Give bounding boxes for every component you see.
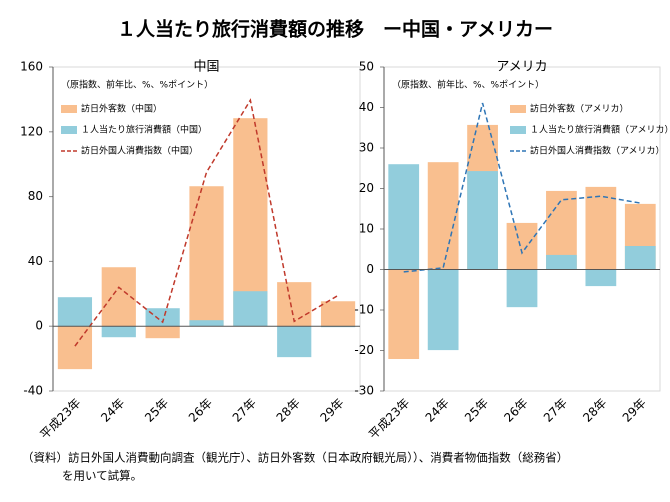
bar [101, 326, 136, 338]
x-tick-label: 27年 [541, 396, 570, 425]
y-tick-label: -10 [354, 303, 374, 317]
x-tick-label: 25年 [462, 396, 491, 425]
bar [585, 186, 617, 270]
bar [506, 222, 538, 270]
y-tick-label: 160 [20, 60, 43, 74]
legend-label: 訪日外国人消費指数（中国） [81, 145, 198, 157]
chart-title: アメリカ [496, 60, 547, 75]
bar [57, 297, 93, 327]
bar [585, 269, 617, 287]
bar [388, 269, 420, 360]
legend-label: 訪日外国人消費指数（アメリカ） [530, 145, 665, 157]
x-tick-label: 28年 [274, 396, 303, 425]
x-tick-label: 25年 [142, 396, 171, 425]
x-tick-label: 29年 [620, 396, 649, 425]
bar [320, 301, 356, 327]
y-tick-label: 120 [20, 124, 43, 138]
x-tick-label: 29年 [317, 396, 346, 425]
x-tick-label: 26年 [501, 396, 530, 425]
legend-label: 訪日外客数（中国） [81, 103, 162, 115]
x-tick-label: 28年 [580, 396, 609, 425]
chart-subtitle: （原指数、前年比、%、%ポイント） [392, 79, 544, 91]
legend-swatch [510, 126, 526, 134]
x-tick-label: 平成23年 [366, 396, 412, 442]
bar [57, 326, 93, 370]
legend-swatch [61, 126, 77, 134]
chart-subtitle: （原指数、前年比、%、%ポイント） [61, 79, 213, 91]
bar [427, 162, 459, 270]
x-tick-label: 27年 [230, 396, 259, 425]
bar [277, 326, 312, 358]
source-note: を用いて試算。 [62, 469, 142, 483]
line-series [403, 102, 641, 273]
page-title: １人当たり旅行消費額の推移 ー中国・アメリカー [117, 18, 553, 41]
y-tick-label: 50 [359, 60, 374, 74]
bar [506, 269, 538, 308]
legend-label: １人当たり旅行消費額（中国） [81, 124, 207, 136]
bar [233, 291, 268, 327]
x-tick-label: 24年 [423, 396, 452, 425]
y-tick-label: -30 [354, 384, 374, 398]
legend-swatch [510, 105, 526, 113]
bar [189, 186, 224, 327]
y-tick-label: -40 [23, 384, 43, 398]
source-note: （資料）訪日外国人消費動向調査（観光庁）、訪日外客数（日本政府観光局））、消費者… [22, 451, 568, 465]
y-tick-label: 0 [35, 319, 43, 333]
bar [467, 171, 498, 270]
y-tick-label: 40 [28, 254, 43, 268]
bar [145, 326, 180, 339]
y-tick-label: 30 [359, 141, 374, 155]
bar [388, 164, 420, 270]
x-tick-label: 26年 [186, 396, 215, 425]
y-tick-label: 0 [366, 262, 374, 276]
x-tick-label: 24年 [98, 396, 127, 425]
bar [145, 308, 180, 327]
bar [546, 254, 577, 270]
legend-label: １人当たり旅行消費額（アメリカ） [530, 124, 670, 136]
legend-label: 訪日外客数（アメリカ） [530, 103, 629, 115]
y-tick-label: -20 [354, 343, 374, 357]
chart-title: 中国 [193, 60, 219, 75]
line-series [74, 98, 339, 347]
bar [189, 320, 224, 327]
bar [427, 269, 459, 351]
bar [624, 246, 656, 270]
y-tick-label: 20 [359, 181, 374, 195]
legend-swatch [61, 105, 77, 113]
y-tick-label: 80 [28, 189, 43, 203]
y-tick-label: 10 [359, 222, 374, 236]
y-tick-label: 40 [359, 100, 374, 114]
x-tick-label: 平成23年 [37, 396, 83, 442]
